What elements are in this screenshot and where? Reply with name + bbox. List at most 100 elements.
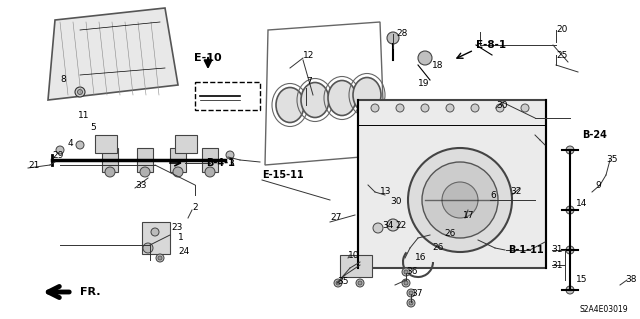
Circle shape bbox=[396, 104, 404, 112]
Circle shape bbox=[404, 270, 408, 274]
Text: 10: 10 bbox=[348, 250, 360, 259]
Circle shape bbox=[387, 32, 399, 44]
Bar bbox=[340, 255, 372, 277]
Circle shape bbox=[446, 104, 454, 112]
Circle shape bbox=[101, 141, 109, 149]
Text: 21: 21 bbox=[28, 160, 40, 169]
Circle shape bbox=[105, 167, 115, 177]
Bar bbox=[137, 148, 153, 172]
Text: 12: 12 bbox=[303, 50, 314, 60]
Text: 13: 13 bbox=[380, 188, 392, 197]
Circle shape bbox=[418, 51, 432, 65]
Text: 6: 6 bbox=[490, 191, 496, 201]
Circle shape bbox=[408, 148, 512, 252]
Text: 7: 7 bbox=[306, 78, 312, 86]
Circle shape bbox=[356, 279, 364, 287]
Ellipse shape bbox=[353, 78, 381, 113]
Circle shape bbox=[566, 146, 574, 154]
Circle shape bbox=[75, 87, 85, 97]
Text: E-8-1: E-8-1 bbox=[476, 40, 506, 50]
Text: 26: 26 bbox=[444, 229, 456, 239]
Circle shape bbox=[156, 254, 164, 262]
Circle shape bbox=[336, 281, 340, 285]
Text: 4: 4 bbox=[68, 138, 74, 147]
Text: 34: 34 bbox=[382, 220, 394, 229]
Text: 19: 19 bbox=[418, 78, 429, 87]
Text: S2A4E03019: S2A4E03019 bbox=[580, 306, 628, 315]
Ellipse shape bbox=[328, 80, 356, 115]
Circle shape bbox=[521, 104, 529, 112]
Text: B-24: B-24 bbox=[582, 130, 607, 140]
Text: B-4-1: B-4-1 bbox=[206, 158, 235, 168]
Circle shape bbox=[496, 104, 504, 112]
Circle shape bbox=[404, 281, 408, 285]
Text: 18: 18 bbox=[432, 62, 444, 70]
Bar bbox=[195, 82, 260, 110]
Circle shape bbox=[56, 146, 64, 154]
Text: 9: 9 bbox=[595, 181, 601, 189]
Text: E-10: E-10 bbox=[194, 53, 222, 63]
Circle shape bbox=[422, 162, 498, 238]
Text: 26: 26 bbox=[432, 243, 444, 253]
Circle shape bbox=[334, 279, 342, 287]
Bar bbox=[102, 148, 118, 172]
Text: 29: 29 bbox=[52, 151, 63, 160]
Text: 35: 35 bbox=[337, 278, 349, 286]
Text: 27: 27 bbox=[330, 213, 341, 222]
Circle shape bbox=[226, 151, 234, 159]
Circle shape bbox=[402, 268, 410, 276]
Text: 25: 25 bbox=[556, 50, 568, 60]
Text: 35: 35 bbox=[606, 155, 618, 165]
Text: 23: 23 bbox=[171, 224, 182, 233]
Circle shape bbox=[76, 141, 84, 149]
Circle shape bbox=[421, 104, 429, 112]
Text: 20: 20 bbox=[556, 26, 568, 34]
Circle shape bbox=[371, 104, 379, 112]
Circle shape bbox=[158, 256, 162, 260]
Ellipse shape bbox=[276, 87, 304, 122]
Circle shape bbox=[566, 206, 574, 214]
Bar bbox=[175, 135, 197, 153]
Text: FR.: FR. bbox=[80, 287, 100, 297]
Text: 22: 22 bbox=[395, 221, 406, 231]
Text: 3: 3 bbox=[228, 159, 234, 167]
Text: 31: 31 bbox=[551, 261, 563, 270]
Text: 30: 30 bbox=[390, 197, 401, 206]
Circle shape bbox=[173, 167, 183, 177]
Text: 32: 32 bbox=[510, 188, 522, 197]
Text: 15: 15 bbox=[576, 276, 588, 285]
Text: B-1-11: B-1-11 bbox=[508, 245, 543, 255]
Bar bbox=[358, 100, 546, 268]
Circle shape bbox=[387, 219, 399, 231]
Text: 30: 30 bbox=[496, 100, 508, 109]
Circle shape bbox=[151, 228, 159, 236]
Bar bbox=[95, 135, 117, 153]
Text: 5: 5 bbox=[90, 123, 96, 132]
Text: 31: 31 bbox=[551, 244, 563, 254]
Text: 8: 8 bbox=[60, 76, 66, 85]
Text: E-15-11: E-15-11 bbox=[262, 170, 303, 180]
Text: 17: 17 bbox=[463, 211, 474, 219]
Text: 36: 36 bbox=[406, 268, 417, 277]
Circle shape bbox=[205, 167, 215, 177]
Polygon shape bbox=[48, 8, 178, 100]
Circle shape bbox=[471, 104, 479, 112]
Ellipse shape bbox=[301, 83, 329, 117]
Circle shape bbox=[373, 223, 383, 233]
Circle shape bbox=[442, 182, 478, 218]
Text: 16: 16 bbox=[415, 254, 426, 263]
Circle shape bbox=[409, 291, 413, 295]
Bar bbox=[170, 148, 186, 172]
Circle shape bbox=[358, 281, 362, 285]
Circle shape bbox=[140, 167, 150, 177]
Text: 38: 38 bbox=[625, 276, 637, 285]
Circle shape bbox=[143, 243, 153, 253]
Text: 11: 11 bbox=[78, 110, 90, 120]
Text: 24: 24 bbox=[178, 247, 189, 256]
Circle shape bbox=[409, 301, 413, 305]
Circle shape bbox=[402, 279, 410, 287]
Text: 28: 28 bbox=[396, 28, 408, 38]
Bar bbox=[202, 148, 218, 172]
Circle shape bbox=[566, 246, 574, 254]
Circle shape bbox=[407, 299, 415, 307]
